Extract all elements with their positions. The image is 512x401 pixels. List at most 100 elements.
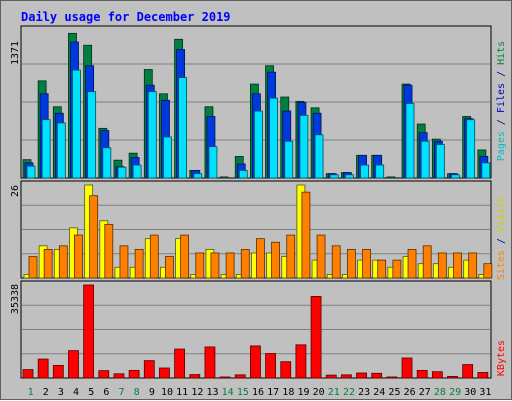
x-tick-label: 14 [222, 387, 234, 398]
bar-pages-day-8 [132, 164, 142, 179]
bar-sites-day-21 [331, 245, 341, 279]
x-tick-label: 16 [252, 387, 264, 398]
x-tick-label: 2 [43, 387, 49, 398]
bar-pages-day-23 [360, 164, 369, 179]
bar-sites-day-12 [195, 252, 205, 279]
bar-kbytes-day-12 [189, 374, 201, 379]
bar-kbytes-day-28 [431, 371, 443, 379]
x-tick-label: 28 [434, 387, 446, 398]
bar-sites-day-3 [58, 245, 68, 279]
bar-pages-day-29 [451, 174, 460, 179]
legend-label: Sites / Visits [496, 196, 507, 280]
bar-sites-day-18 [286, 234, 296, 279]
bar-pages-day-30 [466, 119, 476, 179]
bar-sites-day-5 [89, 195, 99, 279]
bar-hits-day-25 [386, 176, 396, 179]
bar-kbytes-day-27 [416, 369, 428, 379]
bar-sites-day-13 [210, 252, 220, 279]
bar-sites-day-6 [104, 223, 114, 279]
x-tick-label: 27 [419, 387, 431, 398]
x-tick-label: 25 [388, 387, 400, 398]
panel-max-label: 26 [10, 185, 21, 197]
x-tick-label: 20 [313, 387, 325, 398]
bar-sites-day-31 [483, 263, 493, 279]
bar-pages-day-22 [344, 174, 354, 179]
x-tick-label: 29 [449, 387, 461, 398]
bar-kbytes-day-22 [340, 374, 352, 379]
bar-kbytes-day-8 [128, 369, 140, 379]
x-tick-label: 19 [297, 387, 309, 398]
legend-label: Pages / Files / Hits [496, 41, 507, 161]
bar-pages-day-24 [375, 164, 385, 179]
legend-segment: Visits [496, 196, 507, 232]
bar-kbytes-day-13 [204, 346, 216, 379]
bar-sites-day-2 [43, 248, 53, 279]
bar-sites-day-10 [165, 256, 174, 279]
bar-kbytes-day-25 [386, 376, 398, 379]
bar-pages-day-10 [163, 136, 172, 179]
bar-kbytes-day-30 [462, 364, 474, 379]
bar-pages-day-9 [147, 91, 157, 179]
bar-pages-day-16 [254, 110, 263, 179]
bar-sites-day-22 [346, 248, 356, 279]
legend-segment: Files [496, 83, 507, 113]
bar-kbytes-day-17 [265, 353, 276, 379]
legend-segment: Hits [496, 41, 507, 65]
bar-kbytes-day-18 [280, 361, 292, 379]
x-tick-label: 21 [328, 387, 340, 398]
bar-kbytes-day-31 [477, 372, 489, 379]
x-tick-label: 9 [149, 387, 155, 398]
bar-pages-day-12 [193, 173, 203, 179]
bar-sites-day-19 [301, 191, 311, 279]
bar-pages-day-11 [178, 77, 188, 179]
bar-sites-day-25 [392, 259, 402, 279]
bar-pages-day-19 [299, 114, 309, 179]
x-tick-label: 24 [373, 387, 385, 398]
chart-title: Daily usage for December 2019 [21, 10, 231, 24]
bar-sites-day-1 [28, 256, 38, 279]
bar-sites-day-26 [407, 248, 417, 279]
bar-sites-day-15 [240, 248, 250, 279]
legend-segment: / [496, 232, 507, 250]
bar-pages-day-31 [481, 162, 491, 179]
x-tick-label: 12 [191, 387, 203, 398]
bar-pages-day-6 [102, 147, 112, 179]
x-tick-label: 15 [237, 387, 249, 398]
bar-sites-day-8 [134, 248, 144, 279]
x-tick-label: 30 [464, 387, 476, 398]
x-tick-label: 3 [58, 387, 64, 398]
bar-sites-day-20 [316, 234, 326, 279]
bar-pages-day-4 [72, 69, 81, 179]
bar-kbytes-day-1 [22, 369, 34, 379]
bar-kbytes-day-5 [83, 284, 95, 379]
bar-kbytes-day-20 [310, 296, 322, 379]
bar-sites-day-28 [437, 252, 447, 279]
x-tick-label: 13 [206, 387, 218, 398]
bar-kbytes-day-26 [401, 357, 413, 379]
x-tick-label: 23 [358, 387, 370, 398]
bar-pages-day-3 [56, 122, 66, 179]
bar-sites-day-24 [377, 259, 387, 279]
bar-sites-day-7 [119, 245, 129, 279]
legend-label: KBytes [496, 340, 507, 376]
bar-pages-day-7 [117, 166, 127, 179]
x-tick-label: 17 [267, 387, 279, 398]
bar-sites-day-27 [422, 245, 432, 279]
bar-sites-day-9 [149, 234, 159, 279]
bar-sites-day-23 [362, 248, 371, 279]
legend-segment: Pages [496, 131, 507, 161]
x-tick-label: 5 [88, 387, 94, 398]
bar-kbytes-day-10 [159, 367, 170, 379]
x-tick-label: 10 [161, 387, 173, 398]
x-tick-label: 1 [28, 387, 34, 398]
bar-sites-day-29 [453, 252, 462, 279]
bar-pages-day-13 [208, 146, 218, 179]
x-tick-label: 8 [134, 387, 140, 398]
bar-kbytes-day-2 [37, 358, 49, 379]
bar-sites-day-30 [468, 252, 478, 279]
bar-kbytes-day-16 [250, 345, 261, 379]
x-tick-label: 11 [176, 387, 188, 398]
bar-kbytes-day-3 [52, 364, 64, 379]
